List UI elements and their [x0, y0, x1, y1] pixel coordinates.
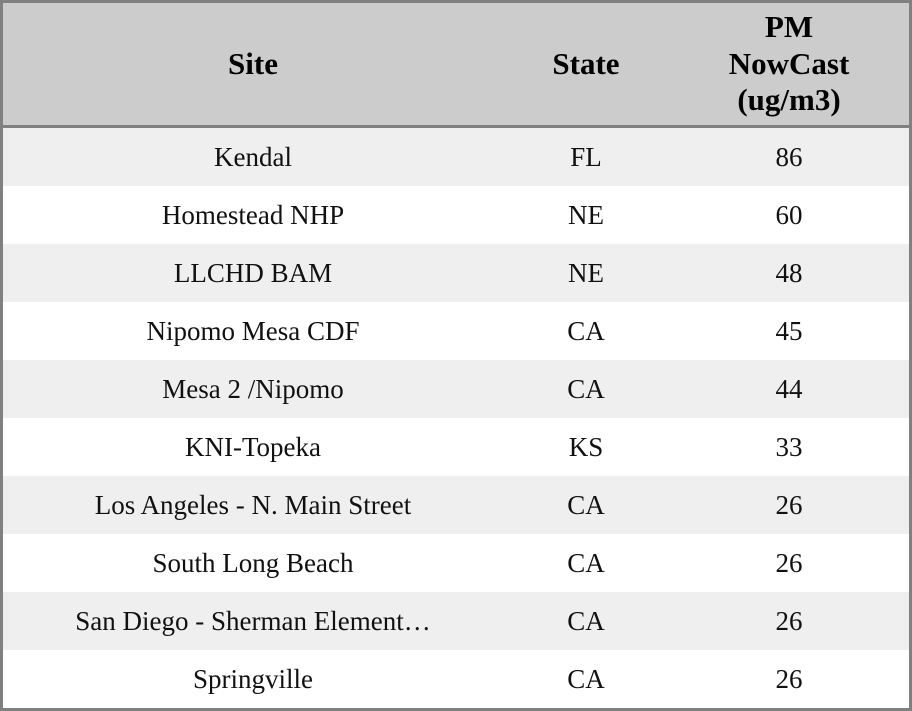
cell-site: KNI-Topeka — [184, 431, 322, 462]
cell-state: CA — [567, 663, 605, 694]
table-row[interactable]: LLCHD BAM NE 48 — [3, 244, 909, 302]
table-row[interactable]: Homestead NHP NE 60 — [3, 186, 909, 244]
cell-pm-nowcast: 45 — [775, 315, 803, 346]
column-header-site[interactable]: Site — [3, 3, 503, 125]
cell-state: CA — [567, 489, 605, 520]
cell-site: Springville — [193, 663, 313, 694]
cell-state: CA — [567, 605, 605, 636]
table-row[interactable]: Los Angeles - N. Main Street CA 26 — [3, 476, 909, 534]
column-header-state[interactable]: State — [503, 3, 669, 125]
cell-state: FL — [570, 141, 602, 172]
cell-pm-nowcast: 48 — [775, 257, 803, 288]
cell-pm-nowcast: 44 — [775, 373, 803, 404]
cell-site: Nipomo Mesa CDF — [146, 315, 360, 346]
cell-pm-nowcast: 26 — [775, 547, 803, 578]
table-row[interactable]: Mesa 2 /Nipomo CA 44 — [3, 360, 909, 418]
cell-state: CA — [567, 373, 605, 404]
cell-site: South Long Beach — [152, 547, 354, 578]
cell-pm-nowcast: 60 — [775, 199, 803, 230]
table-body: Kendal FL 86 Homestead NHP NE 60 LLCHD B… — [3, 128, 909, 708]
table-row[interactable]: KNI-Topeka KS 33 — [3, 418, 909, 476]
column-header-pm-nowcast-line-1: PM — [764, 9, 814, 45]
column-header-site-label: Site — [228, 45, 278, 81]
column-header-pm-nowcast[interactable]: PM NowCast (ug/m3) — [669, 3, 909, 125]
table-row[interactable]: San Diego - Sherman Element… CA 26 — [3, 592, 909, 650]
column-header-pm-nowcast-line-3: (ug/m3) — [737, 82, 841, 118]
cell-pm-nowcast: 26 — [775, 489, 803, 520]
cell-site: Kendal — [214, 141, 292, 172]
table-row[interactable]: Springville CA 26 — [3, 650, 909, 708]
cell-site: LLCHD BAM — [173, 257, 333, 288]
table-row[interactable]: Nipomo Mesa CDF CA 45 — [3, 302, 909, 360]
cell-site: Homestead NHP — [161, 199, 345, 230]
cell-pm-nowcast: 86 — [775, 141, 803, 172]
table-row[interactable]: Kendal FL 86 — [3, 128, 909, 186]
column-header-state-label: State — [552, 45, 620, 81]
table-header-row: Site State PM NowCast (ug/m3) — [3, 3, 909, 128]
cell-state: NE — [568, 257, 604, 288]
cell-pm-nowcast: 33 — [775, 431, 803, 462]
cell-state: CA — [567, 547, 605, 578]
cell-state: KS — [568, 431, 604, 462]
cell-state: NE — [568, 199, 604, 230]
cell-pm-nowcast: 26 — [775, 605, 803, 636]
cell-site: Los Angeles - N. Main Street — [94, 489, 412, 520]
column-header-pm-nowcast-line-2: NowCast — [728, 45, 850, 81]
cell-pm-nowcast: 26 — [775, 663, 803, 694]
cell-site: San Diego - Sherman Element… — [75, 605, 431, 636]
cell-site: Mesa 2 /Nipomo — [162, 373, 344, 404]
cell-state: CA — [567, 315, 605, 346]
table-row[interactable]: South Long Beach CA 26 — [3, 534, 909, 592]
